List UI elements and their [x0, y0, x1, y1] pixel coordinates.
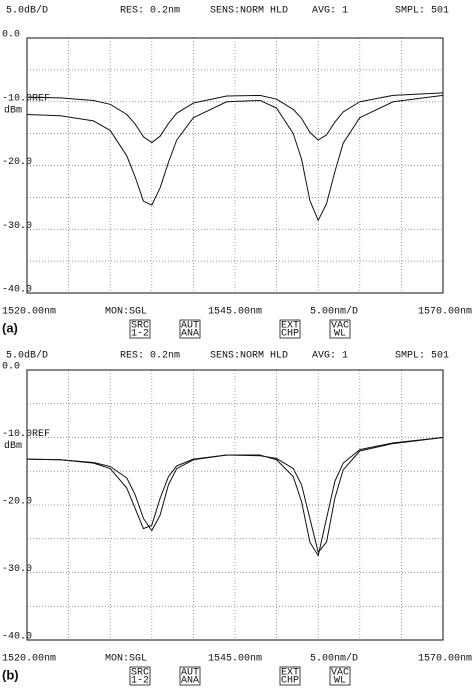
panel-label: (a)	[2, 320, 18, 335]
soft-key	[279, 666, 301, 686]
soft-key	[329, 319, 351, 339]
unit-label: dBm	[4, 440, 22, 452]
soft-key-label: SRC	[131, 321, 149, 332]
soft-key-label: AUT	[181, 321, 199, 332]
y-tick-label: -10.0	[2, 93, 32, 104]
x-tick-label: 1520.00nm	[2, 654, 56, 665]
soft-key	[129, 666, 151, 686]
unit-label: dBm	[4, 104, 22, 116]
trace	[26, 94, 444, 221]
x-tick-label: 1545.00nm	[208, 307, 262, 318]
osa-panel: 5.0dB/D RES: 0.2nm SENS:NORM HLD AVG: 1 SMPL…	[2, 350, 472, 687]
x-tick-label: 1545.00nm	[208, 654, 262, 665]
ref-label: REF	[32, 429, 50, 440]
header-field: AVG: 1	[312, 6, 348, 17]
y-tick-label: 0.0	[2, 362, 20, 373]
soft-key-label: ANA	[181, 329, 199, 340]
header-field: SENS:NORM HLD	[210, 6, 288, 17]
y-tick-label: -40.0	[2, 632, 32, 643]
header-field: AVG: 1	[312, 351, 348, 362]
soft-key	[279, 319, 301, 339]
scale-label: 5.00nm/D	[310, 653, 358, 665]
soft-key-label: SRC	[131, 668, 149, 679]
header-field: 5.0dB/D	[6, 5, 48, 17]
soft-key-label: AUT	[181, 668, 199, 679]
soft-key	[129, 319, 151, 339]
x-tick-label: 1570.00nm	[418, 654, 472, 665]
soft-key	[179, 319, 201, 339]
plot-frame	[26, 369, 444, 641]
scale-label: 5.00nm/D	[310, 306, 358, 318]
y-tick-label: -20.0	[2, 497, 32, 508]
soft-key	[179, 666, 201, 686]
soft-key-label: CHP	[281, 676, 299, 687]
soft-key-label: 1-2	[131, 329, 149, 340]
y-tick-label: -10.0	[2, 429, 32, 440]
x-tick-label: 1520.00nm	[2, 307, 56, 318]
y-tick-label: -40.0	[2, 285, 32, 296]
y-tick-label: 0.0	[2, 30, 20, 41]
y-tick-label: -30.0	[2, 564, 32, 575]
soft-key-label: VAC	[331, 321, 349, 332]
y-tick-label: -20.0	[2, 157, 32, 168]
soft-key-label: 1-2	[131, 676, 149, 687]
soft-key-label: WL	[334, 329, 346, 340]
soft-key-label: EXT	[281, 668, 299, 679]
soft-key	[329, 666, 351, 686]
header-field: 5.0dB/D	[6, 350, 48, 362]
ref-label: REF	[32, 93, 50, 104]
soft-key-label: EXT	[281, 321, 299, 332]
header-field: SMPL: 501	[395, 6, 449, 17]
header-field: SENS:NORM HLD	[210, 351, 288, 362]
header-field: RES: 0.2nm	[120, 6, 180, 17]
x-tick-label: 1570.00nm	[418, 307, 472, 318]
soft-key-label: CHP	[281, 329, 299, 340]
mon-label: MON:SGL	[105, 654, 147, 665]
header-field: RES: 0.2nm	[120, 351, 180, 362]
trace	[26, 92, 444, 144]
soft-key-label: VAC	[331, 668, 349, 679]
mon-label: MON:SGL	[105, 307, 147, 318]
osa-panel: 5.0dB/D RES: 0.2nm SENS:NORM HLD AVG: 1 SMPL…	[2, 5, 472, 340]
plot-frame	[26, 37, 444, 294]
panel-label: (b)	[2, 667, 19, 682]
soft-key-label: ANA	[181, 676, 199, 687]
header-field: SMPL: 501	[395, 351, 449, 362]
soft-key-label: WL	[334, 676, 346, 687]
y-tick-label: -30.0	[2, 221, 32, 232]
trace	[26, 437, 444, 553]
